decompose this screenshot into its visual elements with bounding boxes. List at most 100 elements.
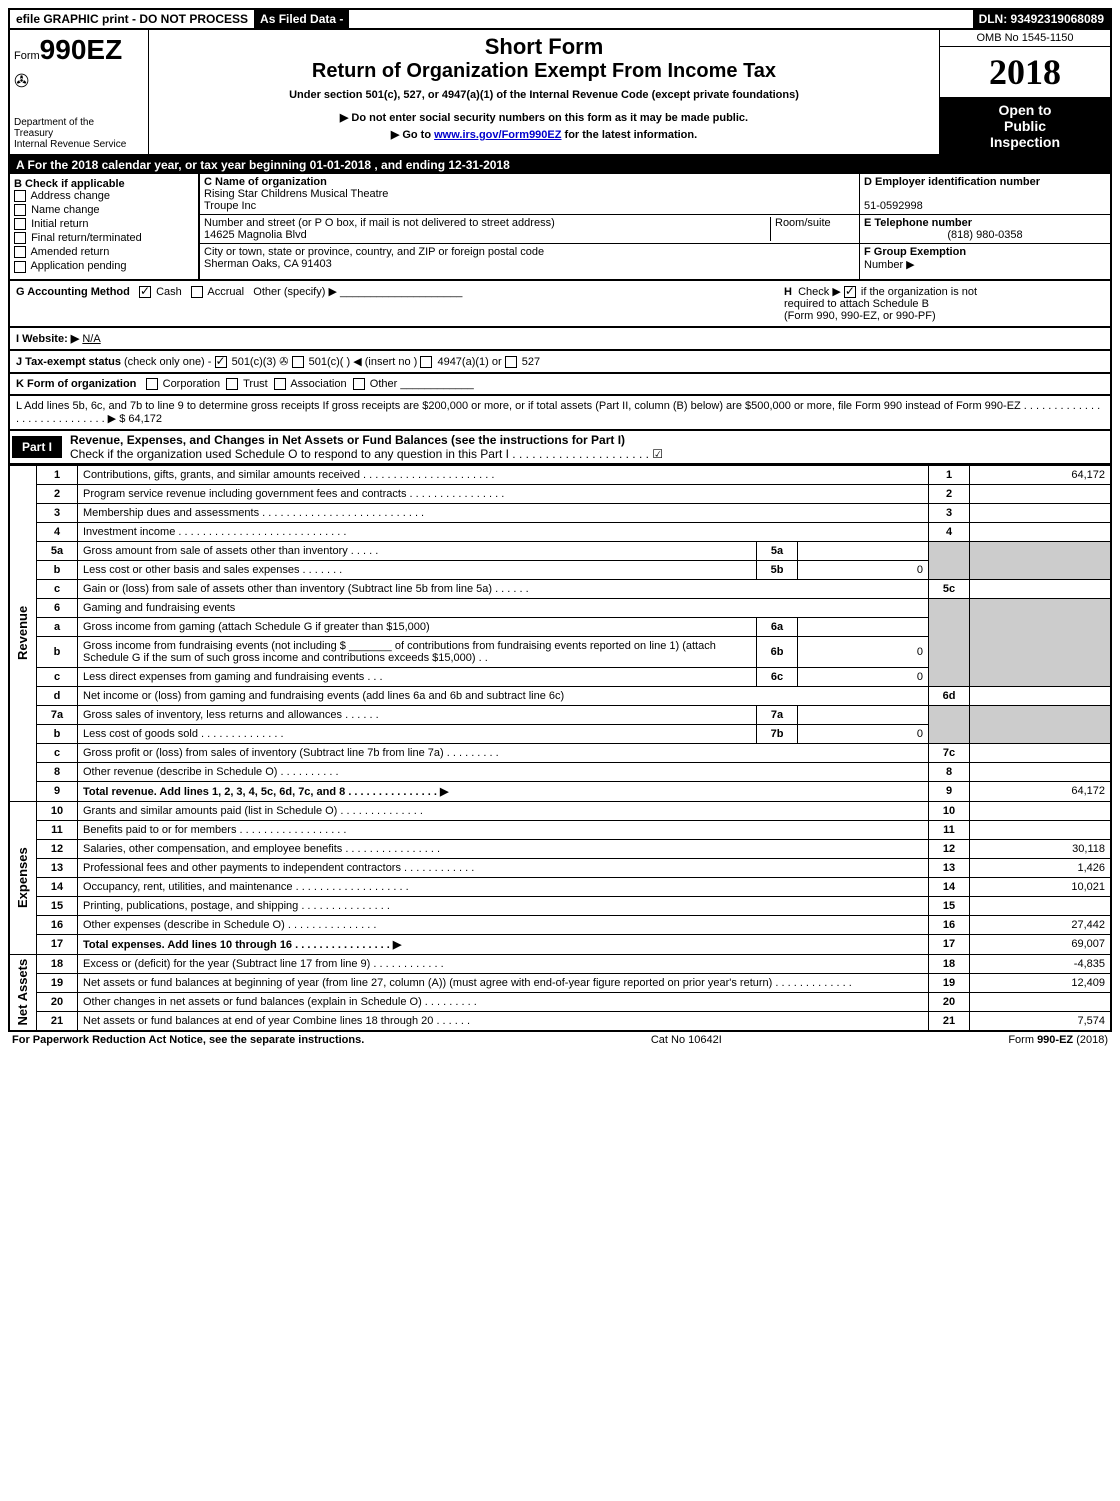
- line-desc: Professional fees and other payments to …: [78, 858, 929, 877]
- open-to-public: Open to Public Inspection: [940, 98, 1110, 154]
- check-other[interactable]: [353, 378, 365, 390]
- treasury-seal-icon: ✇: [14, 71, 144, 92]
- result-val: [970, 686, 1112, 705]
- result-val: 12,409: [970, 973, 1112, 992]
- table-row: 12 Salaries, other compensation, and emp…: [9, 839, 1111, 858]
- check-final-return[interactable]: Final return/terminated: [14, 232, 194, 244]
- sub-val: 0: [798, 724, 929, 743]
- line-num: 20: [37, 992, 78, 1011]
- line-num: a: [37, 617, 78, 636]
- check-501c[interactable]: [292, 356, 304, 368]
- part-1-title-text: Revenue, Expenses, and Changes in Net As…: [70, 433, 625, 447]
- part-1-header: Part I Revenue, Expenses, and Changes in…: [8, 431, 1112, 465]
- table-row: 3 Membership dues and assessments . . . …: [9, 503, 1111, 522]
- opt-corp: Corporation: [163, 378, 220, 390]
- line-num: 12: [37, 839, 78, 858]
- line-desc: Gross amount from sale of assets other t…: [78, 541, 757, 560]
- section-e-label: E Telephone number: [864, 217, 972, 229]
- check-cash[interactable]: [139, 286, 151, 298]
- result-num: 7c: [929, 743, 970, 762]
- check-application-pending[interactable]: Application pending: [14, 260, 194, 272]
- part-1-check-text: Check if the organization used Schedule …: [70, 447, 663, 461]
- open-line-2: Public: [944, 118, 1106, 134]
- section-f-label: F Group Exemption: [864, 246, 966, 258]
- tax-exempt-label: J Tax-exempt status: [16, 356, 121, 368]
- check-h[interactable]: [844, 286, 856, 298]
- revenue-section-label: Revenue: [9, 465, 37, 801]
- check-4947[interactable]: [420, 356, 432, 368]
- table-row: 19 Net assets or fund balances at beginn…: [9, 973, 1111, 992]
- line-desc: Less cost of goods sold . . . . . . . . …: [78, 724, 757, 743]
- result-val: [970, 992, 1112, 1011]
- result-val: [970, 522, 1112, 541]
- section-f-label2: Number ▶: [864, 259, 915, 271]
- line-num: d: [37, 686, 78, 705]
- website-value: N/A: [82, 333, 100, 345]
- h-text3: required to attach Schedule B: [784, 298, 929, 310]
- check-accrual[interactable]: [191, 286, 203, 298]
- sub-val: [798, 541, 929, 560]
- result-num: 17: [929, 934, 970, 954]
- org-name-1: Rising Star Childrens Musical Theatre: [204, 188, 388, 200]
- line-num: 18: [37, 954, 78, 973]
- table-row: 9 Total revenue. Add lines 1, 2, 3, 4, 5…: [9, 781, 1111, 801]
- line-desc: Benefits paid to or for members . . . . …: [78, 820, 929, 839]
- table-row: c Gain or (loss) from sale of assets oth…: [9, 579, 1111, 598]
- city-row: City or town, state or province, country…: [200, 244, 859, 272]
- check-initial-return[interactable]: Initial return: [14, 218, 194, 230]
- result-num: 4: [929, 522, 970, 541]
- line-desc: Gross profit or (loss) from sales of inv…: [78, 743, 929, 762]
- line-9-desc: Total revenue. Add lines 1, 2, 3, 4, 5c,…: [83, 786, 448, 798]
- form-number-big: 990EZ: [40, 34, 123, 65]
- check-address-change[interactable]: Address change: [14, 190, 194, 202]
- check-assoc[interactable]: [274, 378, 286, 390]
- check-name-change[interactable]: Name change: [14, 204, 194, 216]
- room-suite: Room/suite: [770, 217, 855, 241]
- ein-value: 51-0592998: [864, 200, 923, 212]
- accrual-label: Accrual: [207, 286, 244, 298]
- line-desc: Gross income from fundraising events (no…: [78, 636, 757, 667]
- telephone-value: (818) 980-0358: [864, 229, 1106, 241]
- result-num: 8: [929, 762, 970, 781]
- street-label: Number and street (or P O box, if mail i…: [204, 217, 555, 229]
- part-1-table: Revenue 1 Contributions, gifts, grants, …: [8, 465, 1112, 1032]
- footer-center: Cat No 10642I: [651, 1034, 722, 1046]
- h-text2: if the organization is not: [861, 286, 977, 298]
- table-row: 4 Investment income . . . . . . . . . . …: [9, 522, 1111, 541]
- table-row: 17 Total expenses. Add lines 10 through …: [9, 934, 1111, 954]
- result-num: 19: [929, 973, 970, 992]
- dept-line-1: Department of the: [14, 117, 144, 128]
- check-amended-return[interactable]: Amended return: [14, 246, 194, 258]
- line-desc: Program service revenue including govern…: [78, 484, 929, 503]
- row-h: H Check ▶ if the organization is not req…: [784, 285, 1104, 322]
- result-num: 1: [929, 465, 970, 484]
- line-num: 16: [37, 915, 78, 934]
- result-val: 1,426: [970, 858, 1112, 877]
- line-num: 17: [37, 934, 78, 954]
- other-label: Other (specify) ▶: [253, 286, 337, 298]
- result-num: 12: [929, 839, 970, 858]
- goto-link[interactable]: ▶ Go to www.irs.gov/Form990EZ for the la…: [153, 128, 935, 141]
- line-num: 9: [37, 781, 78, 801]
- table-row: 11 Benefits paid to or for members . . .…: [9, 820, 1111, 839]
- sub-label: 6b: [757, 636, 798, 667]
- check-trust[interactable]: [226, 378, 238, 390]
- check-corp[interactable]: [146, 378, 158, 390]
- check-501c3[interactable]: [215, 356, 227, 368]
- line-desc: Other revenue (describe in Schedule O) .…: [78, 762, 929, 781]
- tax-year: 2018: [940, 47, 1110, 98]
- line-num: c: [37, 667, 78, 686]
- info-right: D Employer identification number 51-0592…: [859, 174, 1110, 279]
- return-title: Return of Organization Exempt From Incom…: [153, 60, 935, 83]
- shaded-cell: [929, 705, 970, 743]
- sub-val: [798, 617, 929, 636]
- result-val: [970, 743, 1112, 762]
- line-desc: Net assets or fund balances at end of ye…: [78, 1011, 929, 1031]
- dln-label: DLN: 93492319068089: [973, 10, 1110, 28]
- footer-right: Form 990-EZ (2018): [1008, 1034, 1108, 1046]
- result-val: [970, 896, 1112, 915]
- check-527[interactable]: [505, 356, 517, 368]
- open-line-1: Open to: [944, 102, 1106, 118]
- line-num: b: [37, 724, 78, 743]
- line-desc: Less direct expenses from gaming and fun…: [78, 667, 757, 686]
